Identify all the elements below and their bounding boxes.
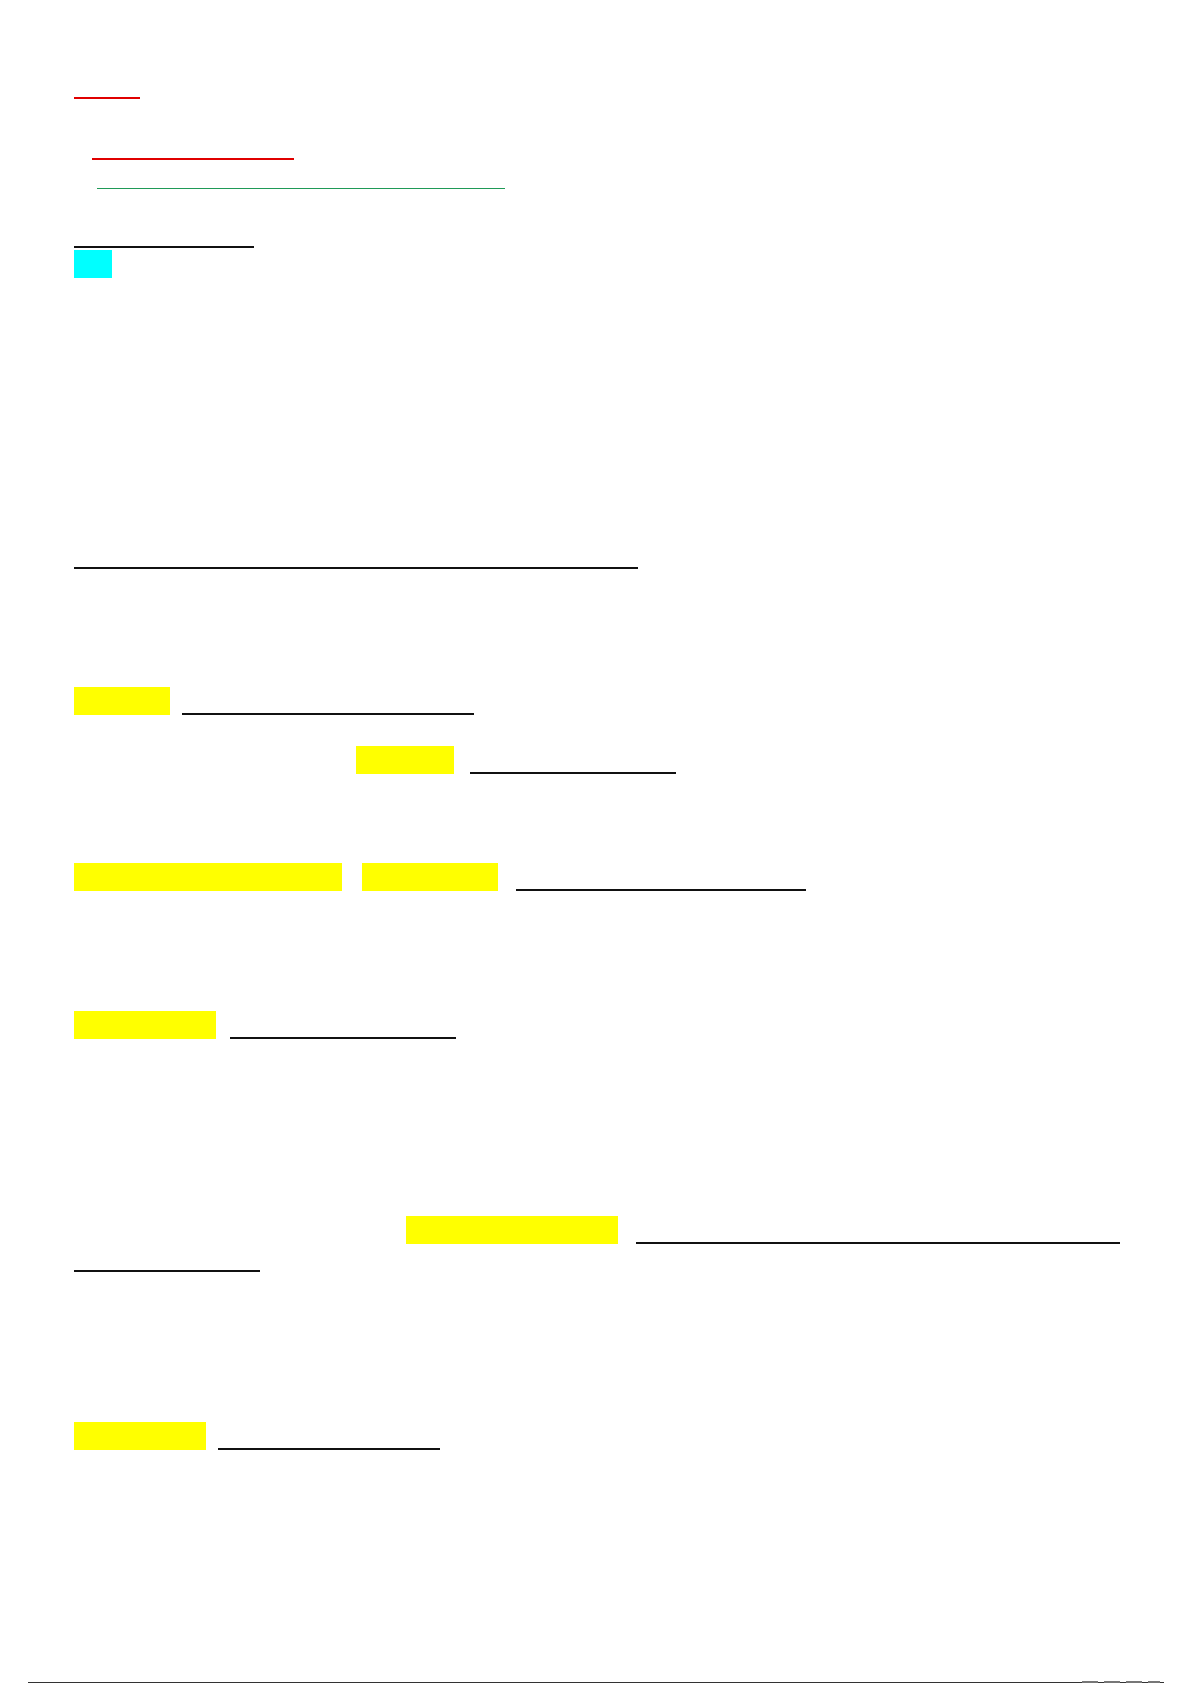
underline-4 — [230, 1037, 456, 1039]
long-underline — [74, 567, 638, 569]
heading-underline — [74, 246, 254, 248]
red-link-underline-short[interactable] — [74, 97, 140, 99]
underline-3 — [516, 889, 806, 891]
yellow-highlight-5 — [406, 1216, 618, 1244]
yellow-highlight-1 — [74, 687, 170, 715]
footer-rule — [28, 1682, 1164, 1683]
underline-6 — [218, 1448, 440, 1450]
green-link-underline[interactable] — [97, 188, 505, 189]
footer-dash-3 — [1126, 1681, 1142, 1683]
red-link-underline-long[interactable] — [92, 158, 294, 160]
footer-dash-1 — [1082, 1681, 1098, 1683]
yellow-highlight-2 — [356, 746, 454, 774]
underline-2 — [470, 772, 676, 774]
yellow-highlight-4 — [74, 1011, 216, 1039]
yellow-highlight-3b — [362, 863, 498, 891]
cyan-highlight — [74, 250, 112, 278]
yellow-highlight-6 — [74, 1422, 206, 1450]
footer-dash-4 — [1148, 1681, 1160, 1683]
footer-dash-2 — [1104, 1681, 1120, 1683]
yellow-highlight-3a — [74, 863, 342, 891]
underline-5a — [636, 1242, 1120, 1244]
underline-1 — [182, 713, 474, 715]
underline-5b — [74, 1270, 260, 1272]
